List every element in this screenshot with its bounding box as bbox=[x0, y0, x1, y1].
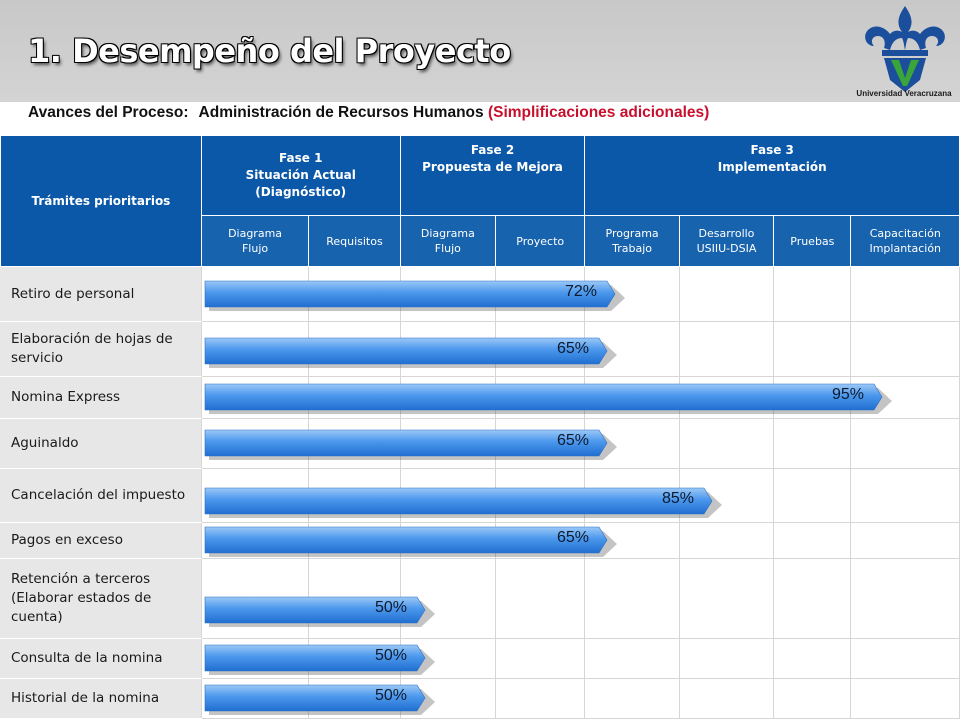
progress-cell bbox=[678, 558, 775, 639]
progress-cell bbox=[678, 522, 775, 559]
progress-cell bbox=[850, 418, 960, 469]
progress-cell bbox=[850, 468, 960, 523]
process-name: Cancelación del impuesto bbox=[0, 468, 202, 523]
subtitle-prefix: Avances del Proceso: bbox=[28, 104, 189, 121]
progress-cell bbox=[773, 558, 852, 639]
progress-bar-arrow bbox=[204, 337, 617, 368]
progress-bar: 72% bbox=[204, 279, 629, 311]
progress-cell bbox=[850, 266, 960, 322]
subcol-diagrama-flujo-1: Diagrama Flujo bbox=[200, 215, 310, 267]
progress-bar-arrow bbox=[204, 644, 435, 675]
phase-1-header: Fase 1 Situación Actual (Diagnóstico) bbox=[200, 135, 401, 216]
table-row: Retención a terceros (Elaborar estados d… bbox=[0, 558, 960, 639]
progress-cell bbox=[678, 678, 775, 719]
progress-bar-arrow bbox=[204, 526, 617, 557]
progress-percent: 65% bbox=[556, 432, 589, 449]
progress-cell bbox=[678, 266, 775, 322]
progress-cell bbox=[773, 522, 852, 559]
table-row: Consulta de la nomina bbox=[0, 638, 960, 679]
progress-percent: 95% bbox=[831, 386, 864, 403]
progress-cell bbox=[678, 638, 775, 679]
process-name: Aguinaldo bbox=[0, 418, 202, 469]
process-name: Pagos en exceso bbox=[0, 522, 202, 559]
university-logo bbox=[865, 6, 945, 92]
process-name: Retención a terceros (Elaborar estados d… bbox=[0, 558, 202, 639]
logo-caption: Universidad Veracruzana bbox=[856, 89, 952, 98]
progress-cell bbox=[850, 678, 960, 719]
progress-cell bbox=[584, 321, 680, 377]
progress-percent: 50% bbox=[374, 647, 407, 664]
subtitle-process: Administración de Recursos Humanos bbox=[198, 104, 484, 121]
subcol-proyecto: Proyecto bbox=[495, 215, 586, 267]
progress-cell bbox=[850, 638, 960, 679]
progress-percent: 85% bbox=[661, 490, 694, 507]
progress-cell bbox=[773, 638, 852, 679]
process-subtitle: Avances del Proceso: Administración de Re… bbox=[28, 104, 709, 122]
progress-percent: 72% bbox=[564, 283, 597, 300]
subcol-capacitacion: Capacitación Implantación bbox=[850, 215, 960, 267]
progress-bar: 65% bbox=[204, 428, 621, 460]
progress-bar: 65% bbox=[204, 336, 621, 368]
progress-percent: 50% bbox=[374, 687, 407, 704]
subcol-programa-trabajo: Programa Trabajo bbox=[584, 215, 680, 267]
progress-cell bbox=[773, 468, 852, 523]
subcol-requisitos: Requisitos bbox=[308, 215, 401, 267]
progress-cell bbox=[678, 418, 775, 469]
process-name: Retiro de personal bbox=[0, 266, 202, 322]
header-band bbox=[0, 0, 960, 102]
page-title: 1. Desempeño del Proyecto bbox=[28, 32, 511, 70]
progress-cell bbox=[495, 558, 586, 639]
progress-cell bbox=[678, 321, 775, 377]
progress-bar-arrow bbox=[204, 487, 722, 518]
progress-bar-arrow bbox=[204, 383, 892, 414]
subcol-diagrama-flujo-2: Diagrama Flujo bbox=[399, 215, 497, 267]
process-name: Historial de la nomina bbox=[0, 678, 202, 719]
progress-cell bbox=[584, 558, 680, 639]
progress-bar: 95% bbox=[204, 382, 896, 414]
progress-bar: 50% bbox=[204, 643, 439, 675]
progress-cell bbox=[773, 266, 852, 322]
progress-cell bbox=[584, 678, 680, 719]
progress-cell bbox=[850, 522, 960, 559]
row-header: Trámites prioritarios bbox=[0, 135, 202, 267]
process-name: Nomina Express bbox=[0, 376, 202, 419]
progress-bar: 50% bbox=[204, 683, 439, 715]
progress-bar-arrow bbox=[204, 429, 617, 460]
progress-bar: 50% bbox=[204, 595, 439, 627]
progress-table: Trámites prioritarios Fase 1 Situación Ac… bbox=[0, 135, 960, 719]
progress-bar-arrow bbox=[204, 684, 435, 715]
progress-cell bbox=[773, 418, 852, 469]
process-name: Consulta de la nomina bbox=[0, 638, 202, 679]
progress-cell bbox=[773, 678, 852, 719]
phase-3-header: Fase 3 Implementación bbox=[584, 135, 960, 216]
phase-2-header: Fase 2 Propuesta de Mejora bbox=[399, 135, 586, 216]
progress-percent: 50% bbox=[374, 599, 407, 616]
progress-cell bbox=[495, 678, 586, 719]
progress-percent: 65% bbox=[556, 529, 589, 546]
progress-cell bbox=[850, 558, 960, 639]
progress-bar: 85% bbox=[204, 486, 726, 518]
progress-cell bbox=[850, 321, 960, 377]
progress-cell bbox=[495, 638, 586, 679]
progress-cell bbox=[584, 638, 680, 679]
subcol-desarrollo: Desarrollo USIIU-DSIA bbox=[678, 215, 775, 267]
subcol-pruebas: Pruebas bbox=[773, 215, 852, 267]
process-name: Elaboración de hojas de servicio bbox=[0, 321, 202, 377]
progress-bar-arrow bbox=[204, 280, 625, 311]
progress-bar-arrow bbox=[204, 596, 435, 627]
progress-bar: 65% bbox=[204, 525, 621, 557]
progress-percent: 65% bbox=[556, 340, 589, 357]
table-row: Historial de la nomina bbox=[0, 678, 960, 719]
subtitle-note: (Simplificaciones adicionales) bbox=[487, 104, 710, 121]
progress-cell bbox=[773, 321, 852, 377]
